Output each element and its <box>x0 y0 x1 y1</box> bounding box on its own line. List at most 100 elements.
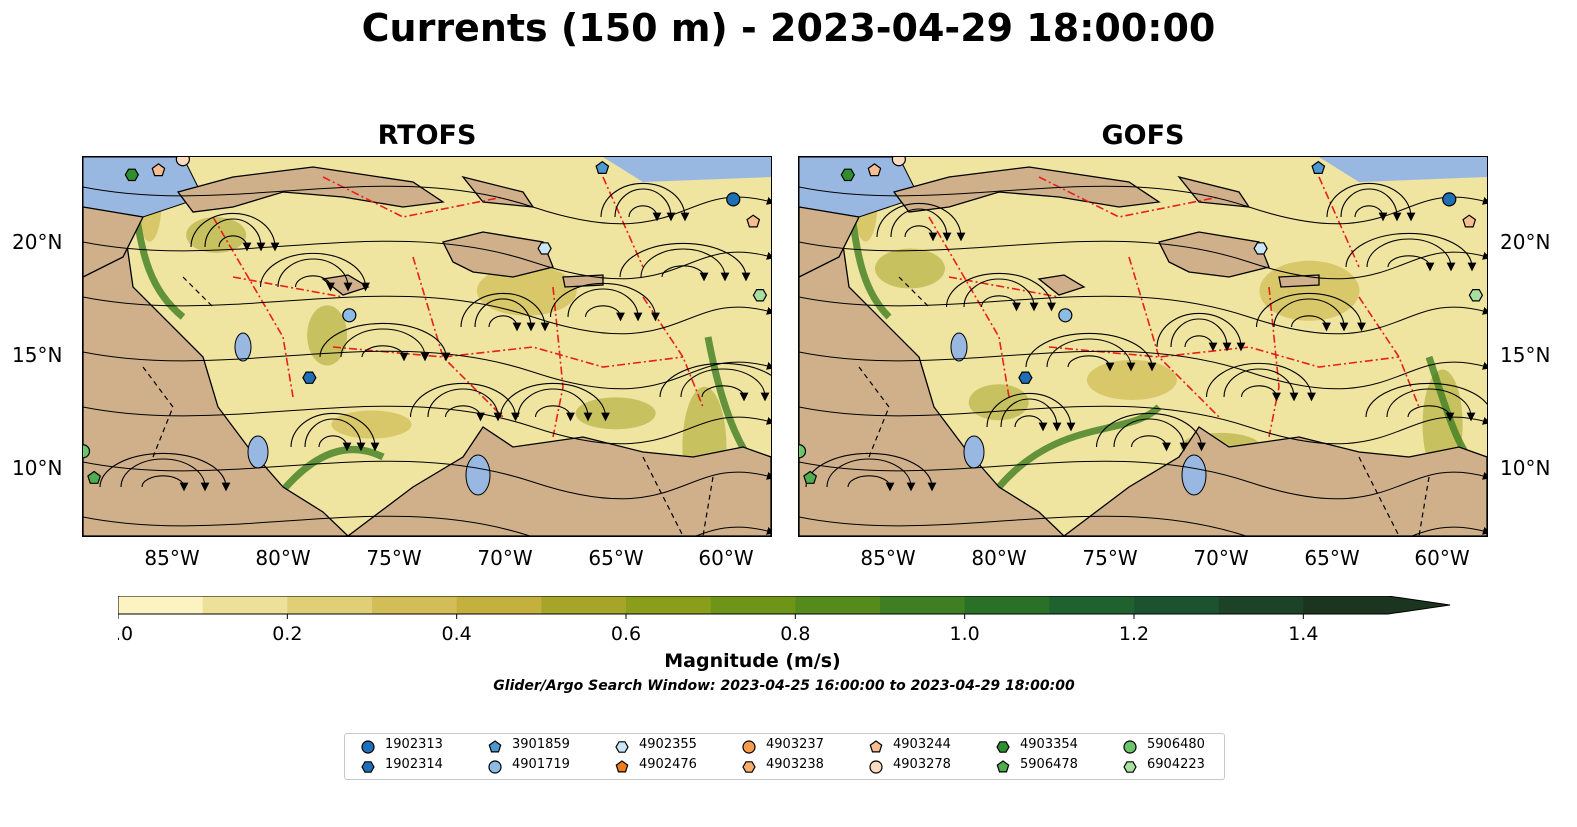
streamline <box>1046 338 1136 372</box>
country-border <box>702 476 714 536</box>
country-border <box>1358 456 1400 536</box>
colorbar-segment <box>964 596 1050 614</box>
hexagon-marker-icon <box>615 741 629 753</box>
streamline <box>600 182 690 222</box>
legend-label: 4903354 <box>1020 737 1078 752</box>
streamline <box>83 350 771 390</box>
eez-boundary <box>642 296 704 408</box>
colorbar-segment <box>795 596 881 614</box>
lon-tick-label: 85°W <box>144 546 200 570</box>
legend-marker <box>1123 761 1137 773</box>
lat-tick-label: 20°N <box>12 230 63 254</box>
float-marker <box>1311 160 1326 174</box>
circle-marker-icon <box>742 740 756 754</box>
float-marker <box>840 168 855 182</box>
pentagon-marker-icon <box>488 740 502 753</box>
colorbar-segment <box>118 596 204 614</box>
hexagon-marker-icon <box>742 761 756 773</box>
float-marker <box>175 157 190 167</box>
lon-tick-label: 65°W <box>1304 546 1360 570</box>
colorbar-segment <box>456 596 542 614</box>
float-marker <box>746 214 761 228</box>
gulf-of-mexico <box>799 157 920 218</box>
land-hispaniola <box>442 231 554 278</box>
streamline <box>799 515 1487 536</box>
streamline <box>628 205 662 222</box>
streamline <box>1000 398 1062 432</box>
current-speed-patch <box>331 410 412 439</box>
legend-label: 4903237 <box>766 737 824 752</box>
float-marker <box>752 289 768 302</box>
colorbar-segment <box>372 596 458 614</box>
lat-tick-label: 15°N <box>12 343 63 367</box>
float-marker <box>1462 214 1477 228</box>
colorbar-segment <box>1049 596 1135 614</box>
streamline <box>963 278 1039 312</box>
legend-label: 1902313 <box>385 737 443 752</box>
float-marker <box>726 192 741 207</box>
streamline <box>614 188 676 222</box>
colorbar-tick-label: 0.2 <box>272 623 302 645</box>
streamline <box>799 405 1487 445</box>
current-speed-patch <box>307 305 348 366</box>
float-marker <box>1468 289 1484 302</box>
streamline <box>361 345 409 362</box>
streamline <box>141 475 189 492</box>
legend-marker <box>996 760 1010 773</box>
float-marker <box>867 163 882 177</box>
streamline <box>218 235 252 252</box>
map-gofs[interactable] <box>798 156 1488 537</box>
colorbar-segment <box>1218 596 1304 614</box>
float-marker <box>891 157 906 167</box>
country-border <box>858 366 890 458</box>
gulf-of-mexico <box>83 157 204 218</box>
streamline <box>799 460 1487 500</box>
lake <box>234 332 252 362</box>
eez-boundary <box>928 216 1010 398</box>
legend-label: 5906478 <box>1020 757 1078 772</box>
streamline <box>204 218 266 252</box>
streamline <box>83 405 771 445</box>
float-marker <box>803 470 818 484</box>
land-hispaniola <box>1158 231 1270 278</box>
colorbar-tick-label: 1.0 <box>950 623 980 645</box>
streamline <box>190 212 280 252</box>
eez-boundary <box>1358 296 1420 408</box>
streamline <box>1130 435 1171 452</box>
legend-label: 1902314 <box>385 757 443 772</box>
colorbar-segment <box>880 596 966 614</box>
land-yucatan <box>799 206 860 278</box>
eez-boundary <box>602 176 644 268</box>
circle-marker-icon <box>361 740 375 754</box>
colorbar-segment <box>710 596 796 614</box>
streamline <box>409 382 520 422</box>
map-rtofs[interactable] <box>82 156 772 537</box>
atlantic-shelf <box>603 157 771 182</box>
float-marker <box>1058 308 1073 323</box>
lon-tick-label: 85°W <box>860 546 916 570</box>
lat-tick-label: 20°N <box>1500 230 1551 254</box>
colorbar-extend <box>1388 596 1450 614</box>
legend-marker <box>742 740 756 754</box>
streamline <box>1184 335 1218 352</box>
land-south-america <box>1062 426 1487 536</box>
streamline <box>83 460 771 500</box>
legend-label: 4903244 <box>893 737 951 752</box>
streamline <box>1273 298 1349 332</box>
streamline <box>294 275 335 292</box>
lon-tick-label: 70°W <box>1193 546 1249 570</box>
float-marker <box>595 160 610 174</box>
current-speed-patch <box>1086 359 1177 400</box>
streamline <box>499 382 610 422</box>
colorbar-tick-label: 0.8 <box>780 623 810 645</box>
lat-tick-label: 10°N <box>1500 456 1551 480</box>
streamline <box>876 202 966 242</box>
float-marker <box>537 242 552 255</box>
streamline <box>1156 312 1246 352</box>
streamline <box>1386 388 1476 422</box>
current-speed-patch <box>874 248 945 289</box>
pentagon-marker-icon <box>615 760 629 773</box>
eez-boundary <box>1128 256 1220 418</box>
streamline <box>517 388 593 422</box>
lake <box>1181 454 1207 496</box>
